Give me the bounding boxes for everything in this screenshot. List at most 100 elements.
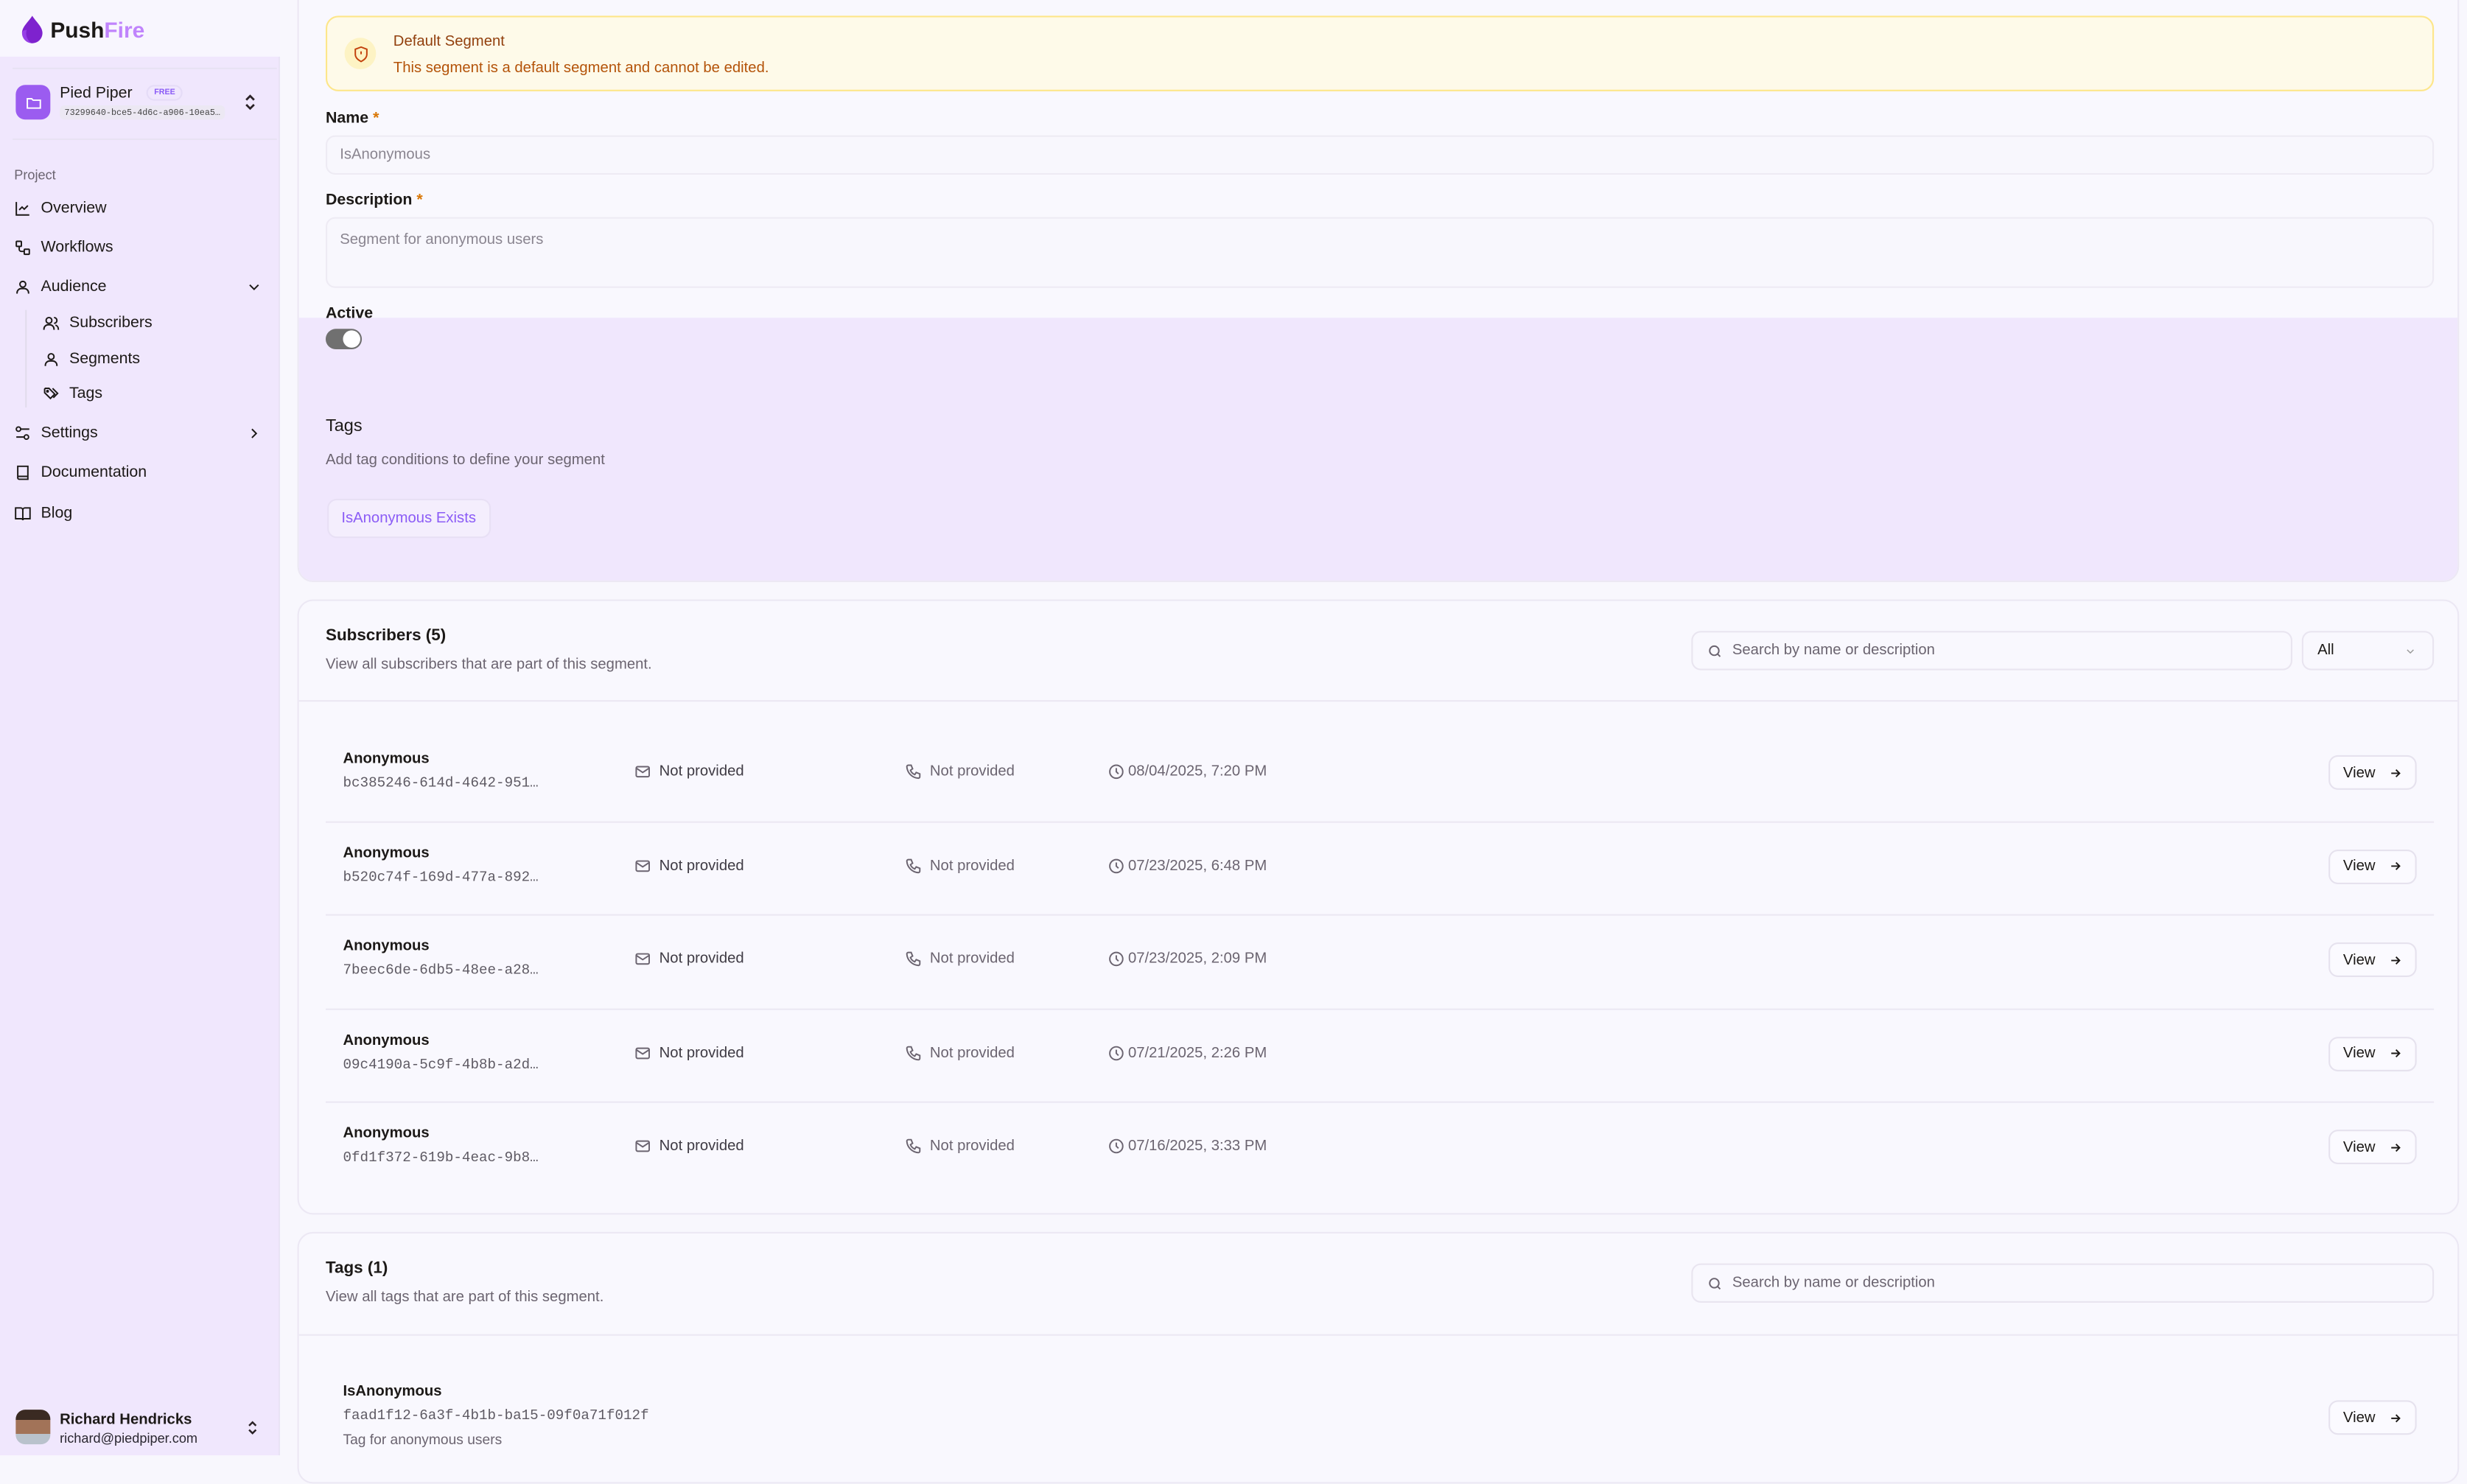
tag-condition-chip[interactable]: IsAnonymous Exists (327, 498, 491, 539)
sidebar-item-label: Workflows (41, 239, 113, 257)
tag-row: IsAnonymous faad1f12-6a3f-4b1b-ba15-09f0… (299, 1383, 2457, 1476)
subscriber-date: 07/23/2025, 6:48 PM (1107, 857, 1267, 874)
logo-area: PushFire (0, 0, 281, 57)
subscriber-date: 07/23/2025, 2:09 PM (1107, 951, 1267, 967)
tags-search-input[interactable]: Search by name or description (1691, 1263, 2435, 1303)
view-label: View (2342, 763, 2376, 782)
phone-value: Not provided (929, 763, 1015, 781)
sidebar-item-audience[interactable]: Audience (14, 279, 266, 295)
sidebar-item-segments[interactable]: Segments (43, 351, 263, 368)
subscriber-id: b520c74f-169d-477a-892… (343, 869, 539, 886)
phone-icon (906, 858, 921, 873)
subscriber-phone: Not provided (905, 857, 1015, 874)
users-icon (43, 316, 60, 330)
subscribers-title: Subscribers (5) (325, 626, 447, 645)
description-textarea[interactable]: Segment for anonymous users (325, 217, 2435, 288)
sidebar-item-label: Audience (41, 278, 107, 296)
sidebar-item-documentation[interactable]: Documentation (14, 464, 266, 481)
subscriber-date: 07/16/2025, 3:33 PM (1107, 1138, 1267, 1155)
tag-description: Tag for anonymous users (343, 1432, 503, 1448)
active-label: Active (325, 305, 374, 323)
phone-value: Not provided (929, 950, 1015, 968)
mail-icon (635, 953, 651, 965)
search-placeholder: Search by name or description (1732, 1274, 1935, 1292)
name-input[interactable]: IsAnonymous (325, 135, 2435, 175)
chevron-down-icon (249, 284, 259, 290)
view-subscriber-button[interactable]: View (2328, 755, 2417, 790)
sidebar-item-settings[interactable]: Settings (14, 425, 266, 442)
subscriber-date: 07/21/2025, 2:26 PM (1107, 1044, 1267, 1061)
email-value: Not provided (659, 1137, 744, 1155)
user-icon (16, 280, 29, 294)
view-subscriber-button[interactable]: View (2328, 942, 2417, 977)
arrow-right-icon (2390, 955, 2401, 964)
tag-id: faad1f12-6a3f-4b1b-ba15-09f0a71f012f (343, 1408, 649, 1424)
arrow-right-icon (2390, 861, 2401, 870)
user-name: Richard Hendricks (60, 1411, 192, 1429)
view-subscriber-button[interactable]: View (2328, 848, 2417, 883)
brand-name-push: Push (50, 17, 105, 43)
date-value: 07/21/2025, 2:26 PM (1127, 1043, 1267, 1062)
book-open-icon (15, 507, 31, 521)
brand-name-fire: Fire (104, 17, 145, 43)
sidebar-item-tags[interactable]: Tags (43, 385, 263, 403)
sidebar-item-label: Overview (41, 200, 107, 217)
sidebar-item-workflows[interactable]: Workflows (14, 239, 266, 256)
filter-value: All (2317, 642, 2334, 659)
description-label: Description * (326, 192, 423, 209)
subscriber-email: Not provided (634, 1043, 744, 1062)
subscriber-row: Anonymous 0fd1f372-619b-4eac-9b8… Not prov… (299, 1125, 2457, 1214)
arrow-right-icon (2390, 1143, 2401, 1152)
subscriber-email: Not provided (634, 856, 744, 875)
workflow-icon (15, 240, 30, 256)
divider (298, 700, 2458, 702)
date-value: 07/23/2025, 2:09 PM (1127, 950, 1267, 968)
sliders-icon (15, 426, 29, 441)
sidebar-item-label: Documentation (41, 463, 147, 482)
sidebar-item-label: Segments (69, 351, 141, 368)
view-label: View (2342, 1409, 2376, 1427)
subscribers-search-input[interactable]: Search by name or description (1691, 631, 2292, 671)
arrow-right-icon (2390, 1049, 2401, 1057)
subscriber-phone: Not provided (905, 951, 1015, 967)
email-value: Not provided (659, 763, 744, 781)
view-subscriber-button[interactable]: View (2328, 1036, 2417, 1071)
subscriber-name: Anonymous (343, 750, 430, 768)
email-value: Not provided (659, 856, 744, 875)
divider (325, 820, 2435, 822)
sidebar-item-label: Subscribers (69, 315, 153, 332)
sidebar-item-subscribers[interactable]: Subscribers (43, 315, 263, 332)
subscriber-row: Anonymous 7beec6de-6db5-48ee-a28… Not prov… (299, 938, 2457, 1031)
view-subscriber-button[interactable]: View (2328, 1130, 2417, 1165)
required-mark: * (373, 110, 379, 127)
tags-description: Add tag conditions to define your segmen… (325, 451, 605, 469)
subscribers-description: View all subscribers that are part of th… (325, 656, 652, 673)
sidebar-item-overview[interactable]: Overview (14, 200, 266, 217)
project-switcher[interactable]: Pied Piper FREE 73299640-bce5-4d6c-a906-… (13, 75, 267, 129)
project-id: 73299640-bce5-4d6c-a906-10ea5… (60, 105, 225, 120)
subscriber-phone: Not provided (905, 1044, 1015, 1061)
sidebar-item-label: Settings (41, 424, 98, 442)
sidebar-item-blog[interactable]: Blog (14, 505, 266, 522)
subscriber-id: 09c4190a-5c9f-4b8b-a2d… (343, 1056, 539, 1073)
user-menu[interactable]: Richard Hendricks richard@piedpiper.com (13, 1407, 267, 1451)
phone-icon (906, 764, 921, 780)
user-email: richard@piedpiper.com (60, 1429, 198, 1446)
chevron-down-icon (2407, 648, 2414, 654)
search-placeholder: Search by name or description (1732, 642, 1935, 659)
subscriber-email: Not provided (634, 951, 744, 967)
mail-icon (635, 1140, 651, 1152)
view-tag-button[interactable]: View (2328, 1400, 2417, 1435)
subscribers-filter-select[interactable]: All (2301, 631, 2435, 671)
brand-name[interactable]: PushFire (50, 17, 144, 42)
subscriber-row: Anonymous 09c4190a-5c9f-4b8b-a2d… Not prov… (299, 1032, 2457, 1124)
phone-value: Not provided (929, 856, 1015, 875)
name-label: Name * (326, 110, 379, 127)
email-value: Not provided (659, 1043, 744, 1062)
view-label: View (2342, 1138, 2376, 1156)
active-toggle[interactable] (325, 329, 363, 350)
tags-heading: Tags (325, 416, 363, 436)
tags-title: Tags (1) (325, 1259, 388, 1278)
subscriber-phone: Not provided (905, 1138, 1015, 1155)
segment-details-card: Default Segment This segment is a defaul… (297, 0, 2460, 583)
